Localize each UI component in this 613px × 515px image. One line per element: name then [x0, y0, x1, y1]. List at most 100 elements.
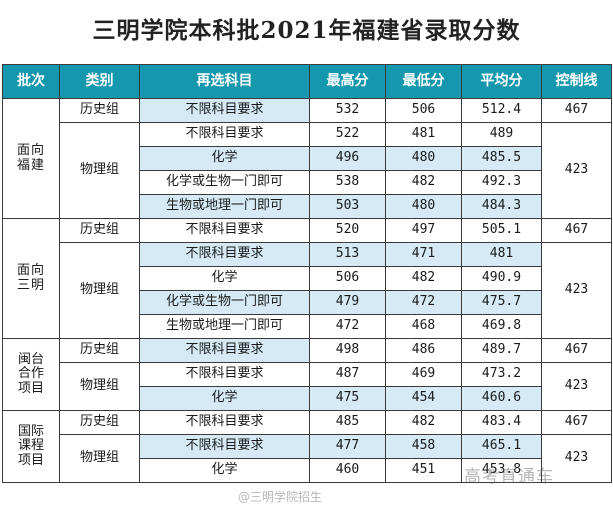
- min-score-cell: 454: [385, 386, 462, 411]
- header-batch: 批次: [2, 64, 60, 99]
- control-line-cell: 467: [541, 98, 612, 123]
- max-score-cell: 496: [309, 146, 386, 171]
- max-score-cell: 538: [309, 170, 386, 195]
- batch-label-line: 三明: [16, 277, 45, 293]
- subject-cell: 生物或地理一门即可: [139, 194, 310, 219]
- category-cell: 物理组: [59, 122, 140, 219]
- header-max-score: 最高分: [309, 64, 386, 99]
- batch-label-line: 福建: [16, 157, 45, 173]
- admission-score-table: 批次 类别 再选科目 最高分 最低分 平均分 控制线 面向 福建 历史组 不限科…: [2, 64, 612, 483]
- avg-score-cell: 489: [461, 122, 542, 147]
- max-score-cell: 487: [309, 362, 386, 387]
- avg-score-cell: 481: [461, 242, 542, 267]
- avg-score-cell: 465.1: [461, 434, 542, 459]
- control-line-cell: 423: [541, 434, 612, 483]
- avg-score-cell: 489.7: [461, 338, 542, 363]
- avg-score-cell: 484.3: [461, 194, 542, 219]
- control-line-cell: 467: [541, 218, 612, 243]
- min-score-cell: 471: [385, 242, 462, 267]
- max-score-cell: 472: [309, 314, 386, 339]
- page-title: 三明学院本科批2021年福建省录取分数: [92, 17, 521, 44]
- subject-cell: 不限科目要求: [139, 218, 310, 243]
- min-score-cell: 506: [385, 98, 462, 123]
- subject-cell: 化学或生物一门即可: [139, 170, 310, 195]
- table-row: 化学或生物一门即可 538 482 492.3: [3, 170, 612, 195]
- batch-label-line: 项目: [17, 452, 44, 468]
- subject-cell: 不限科目要求: [139, 242, 310, 267]
- max-score-cell: 503: [309, 194, 386, 219]
- header-control-line: 控制线: [541, 64, 612, 99]
- table-row: 闽台 合作 项目 历史组 不限科目要求 498 486 489.7 467: [2, 338, 612, 411]
- avg-score-cell: 460.6: [461, 386, 542, 411]
- category-cell: 物理组: [59, 434, 140, 483]
- avg-score-cell: 469.8: [461, 314, 542, 339]
- avg-score-cell: 485.5: [461, 146, 542, 171]
- subject-cell: 化学: [139, 458, 310, 483]
- table-row: 物理组 不限科目要求 513 471 481 423: [2, 242, 612, 339]
- subject-cell: 不限科目要求: [139, 362, 310, 387]
- max-score-cell: 522: [309, 122, 386, 147]
- min-score-cell: 482: [385, 410, 462, 435]
- table-header-row: 批次 类别 再选科目 最高分 最低分 平均分 控制线: [2, 64, 612, 99]
- subject-cell: 不限科目要求: [139, 338, 310, 363]
- table-row: 面向 福建 历史组 不限科目要求 532 506 512.4 467: [2, 98, 612, 219]
- table-row: 化学 496 480 485.5: [2, 146, 612, 171]
- avg-score-cell: 475.7: [461, 290, 542, 315]
- category-cell: 物理组: [59, 362, 140, 411]
- batch-label-line: 面向: [16, 263, 45, 279]
- avg-score-cell: 512.4: [461, 98, 542, 123]
- min-score-cell: 497: [385, 218, 462, 243]
- batch-label-line: 项目: [17, 380, 44, 396]
- min-score-cell: 469: [385, 362, 462, 387]
- min-score-cell: 486: [385, 338, 462, 363]
- table-row: 物理组 不限科目要求 477 458 465.1 423: [2, 434, 612, 483]
- subject-cell: 化学: [139, 266, 310, 291]
- max-score-cell: 506: [309, 266, 386, 291]
- table-row: 国际 课程 项目 历史组 不限科目要求 485 482 483.4 467: [2, 410, 612, 483]
- batch-label-line: 闽台: [17, 352, 44, 368]
- header-elective-subject: 再选科目: [139, 64, 310, 99]
- min-score-cell: 451: [385, 458, 462, 483]
- batch-cell: 闽台 合作 项目: [2, 338, 60, 411]
- batch-label-line: 合作: [17, 366, 44, 382]
- max-score-cell: 475: [309, 386, 386, 411]
- max-score-cell: 477: [309, 434, 386, 459]
- control-line-cell: 467: [541, 410, 612, 435]
- max-score-cell: 479: [309, 290, 386, 315]
- max-score-cell: 513: [309, 242, 386, 267]
- avg-score-cell: 453.8: [461, 458, 542, 483]
- avg-score-cell: 490.9: [461, 266, 542, 291]
- category-cell: 历史组: [59, 338, 140, 363]
- batch-label-line: 国际: [17, 424, 44, 440]
- min-score-cell: 480: [385, 194, 462, 219]
- header-avg-score: 平均分: [461, 64, 542, 99]
- max-score-cell: 498: [309, 338, 386, 363]
- category-cell: 历史组: [59, 218, 140, 243]
- subject-cell: 生物或地理一门即可: [139, 314, 310, 339]
- header-min-score: 最低分: [385, 64, 462, 99]
- category-cell: 物理组: [59, 242, 140, 339]
- control-line-cell: 423: [541, 122, 612, 219]
- table-row: 物理组 不限科目要求 522 481 489 423: [3, 122, 612, 219]
- avg-score-cell: 505.1: [461, 218, 542, 243]
- batch-cell: 面向 三明: [2, 218, 60, 339]
- min-score-cell: 472: [385, 290, 462, 315]
- header-category: 类别: [59, 64, 140, 99]
- avg-score-cell: 492.3: [461, 170, 542, 195]
- table-row: 物理组 不限科目要求 487 469 473.2 423: [3, 362, 612, 411]
- max-score-cell: 460: [309, 458, 386, 483]
- max-score-cell: 520: [309, 218, 386, 243]
- min-score-cell: 482: [385, 266, 462, 291]
- control-line-cell: 467: [541, 338, 612, 363]
- min-score-cell: 468: [385, 314, 462, 339]
- subject-cell: 不限科目要求: [139, 434, 310, 459]
- batch-cell: 面向 福建: [2, 98, 60, 219]
- max-score-cell: 485: [309, 410, 386, 435]
- table-row: 面向 三明 历史组 不限科目要求 520 497 505.1 467: [2, 218, 612, 339]
- batch-label-line: 课程: [17, 438, 44, 454]
- subject-cell: 化学: [139, 146, 310, 171]
- batch-label-line: 面向: [16, 143, 45, 159]
- subject-cell: 化学或生物一门即可: [139, 290, 310, 315]
- control-line-cell: 423: [541, 362, 612, 411]
- subject-cell: 不限科目要求: [139, 122, 310, 147]
